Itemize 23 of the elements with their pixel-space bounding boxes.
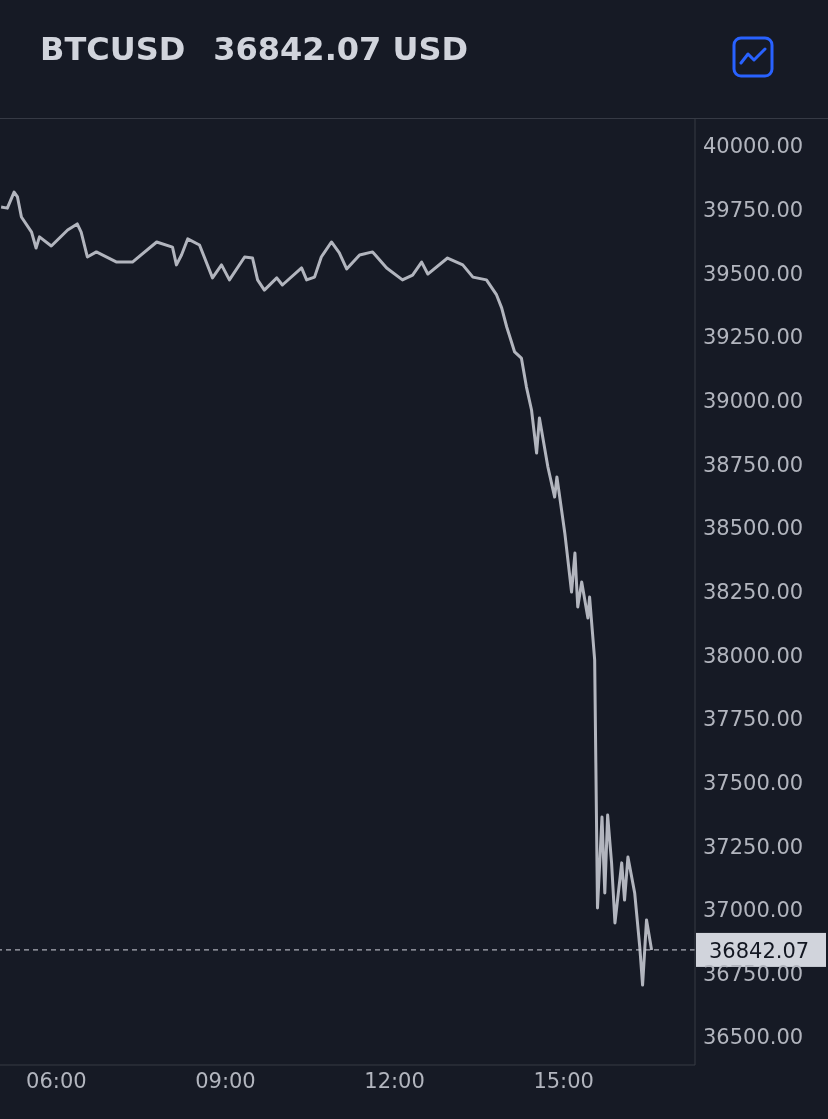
chart-subtitle: 36842.07 USD — [213, 30, 469, 68]
ref-line-label: 36842.07 — [709, 938, 810, 963]
chart-title: BTCUSD — [40, 30, 186, 68]
y-tick-label: 38500.00 — [703, 516, 804, 541]
y-tick-label: 38750.00 — [703, 452, 804, 477]
line-series — [0, 190, 654, 987]
y-tick-label: 36500.00 — [703, 1025, 804, 1050]
x-tick-label: 15:00 — [533, 1068, 594, 1093]
y-tick-label: 37000.00 — [703, 898, 804, 923]
x-tick-label: 09:00 — [195, 1068, 256, 1093]
y-tick-label: 39000.00 — [703, 389, 804, 414]
y-tick-label: 36750.00 — [703, 961, 804, 986]
x-tick-label: 12:00 — [364, 1068, 425, 1093]
y-tick-label: 38250.00 — [703, 579, 804, 604]
y-tick-label: 37750.00 — [703, 707, 804, 732]
y-tick-label: 37250.00 — [703, 834, 804, 859]
y-tick-label: 39500.00 — [703, 261, 804, 286]
y-tick-label: 37500.00 — [703, 770, 804, 795]
y-tick-label: 40000.00 — [703, 134, 804, 159]
y-tick-label: 39250.00 — [703, 325, 804, 350]
x-tick-label: 06:00 — [26, 1068, 87, 1093]
y-tick-label: 39750.00 — [703, 198, 804, 223]
y-tick-label: 38000.00 — [703, 643, 804, 668]
